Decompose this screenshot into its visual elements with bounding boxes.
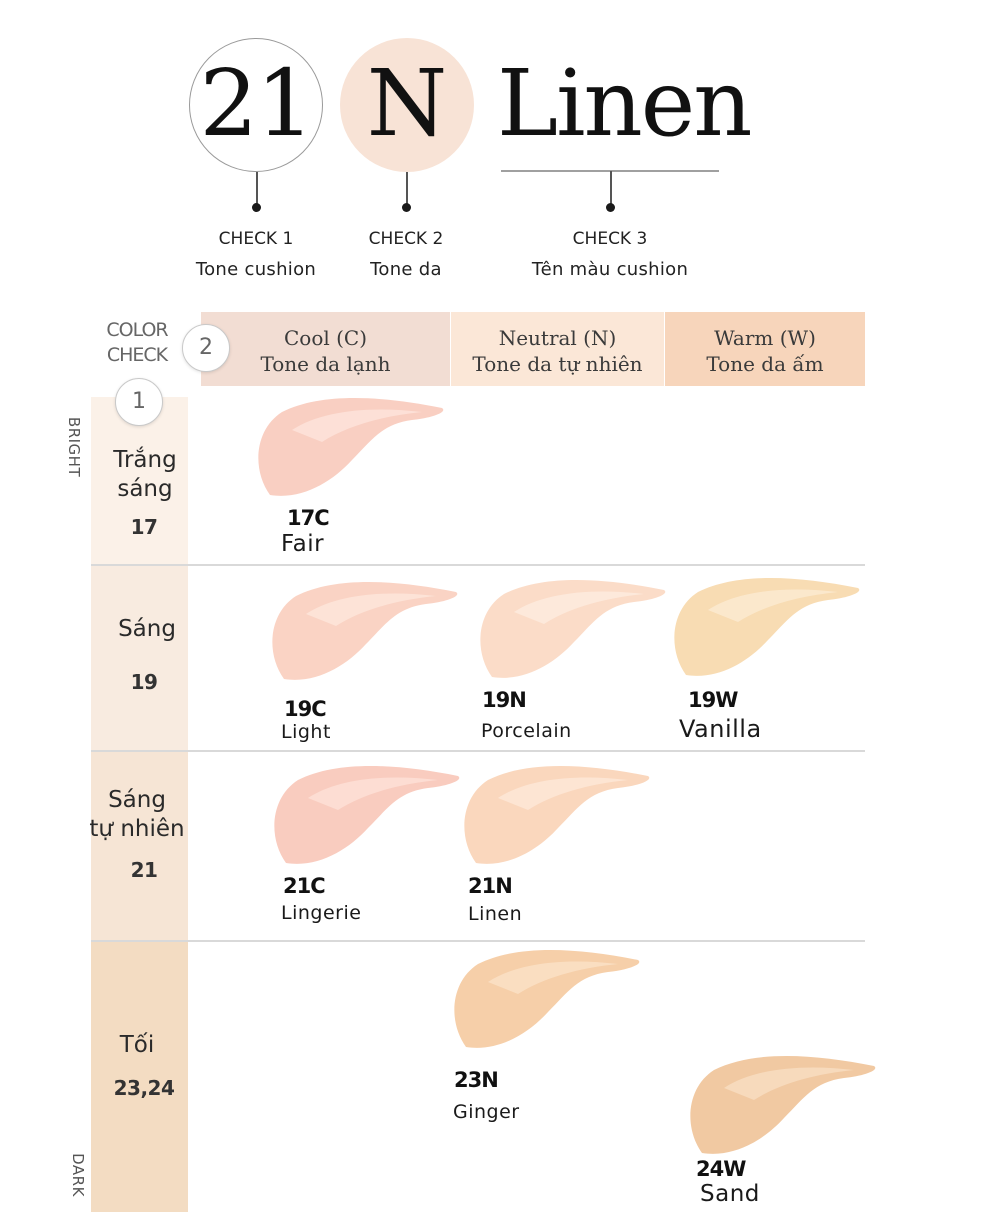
shade-code-23n: 23N [454,1068,499,1092]
swatch-17c [258,398,444,496]
connector-line-3 [610,171,612,206]
shade-code-17c: 17C [287,506,330,530]
check-3-desc: Tên màu cushion [531,259,689,280]
row-band-light [91,566,188,750]
skin-tone-circle [340,38,474,172]
shade-name-17c: Fair [281,531,325,557]
row-title-line: Sáng [108,787,166,813]
legend-code-letter: N [366,50,448,157]
row-title-natural: Sáng tự nhiên [82,786,192,844]
swatch-19c [272,582,458,680]
column-header-cool: Cool (C) Tone da lạnh [201,312,450,386]
column-header-neutral: Neutral (N) Tone da tự nhiên [451,312,664,386]
connector-dot-2 [402,203,411,212]
row-divider [91,750,865,752]
row-num-light: 19 [130,670,158,694]
color-check-line-1: COLOR [106,319,168,341]
cool-title: Cool (C) [283,326,368,350]
cool-subtitle: Tone da lạnh [260,352,391,376]
row-title-line: sáng [117,476,173,502]
row-band-dark [91,942,188,1212]
color-check-label: COLOR CHECK [92,318,182,368]
row-title-dark: Tối [119,1032,155,1058]
shade-code-21c: 21C [283,874,326,898]
shade-code-19w: 19W [688,688,738,712]
shade-code-21n: 21N [468,874,513,898]
warm-subtitle: Tone da ấm [706,352,824,376]
row-num-natural: 21 [130,858,158,882]
neutral-title: Neutral (N) [498,326,617,350]
row-divider [91,940,865,942]
check-2-desc: Tone da [370,259,442,280]
row-title-line: tự nhiên [89,816,185,842]
swatch-21c [274,766,460,864]
swatch-21n [464,766,650,864]
neutral-subtitle: Tone da tự nhiên [472,352,643,376]
row-title-light: Sáng [118,616,176,642]
shade-code-19c: 19C [284,697,327,721]
check-2-label: CHECK 2 [368,229,444,249]
connector-dot-3 [606,203,615,212]
swatch-19w [674,578,860,676]
swatch-19n [480,580,666,678]
swatch-24w [690,1056,876,1154]
legend-code-number: 21 [199,50,314,157]
row-band-natural [91,752,188,940]
connector-dot-1 [252,203,261,212]
shade-name-23n: Ginger [453,1101,520,1123]
row-title-line: Trắng [113,447,177,473]
row-divider [91,564,865,566]
check-1-label: CHECK 1 [218,229,294,249]
row-num-bright: 17 [130,515,158,539]
axis-dark-label: DARK [68,1153,87,1197]
connector-line-2 [406,172,408,206]
shade-code-19n: 19N [482,688,527,712]
shade-name-24w: Sand [700,1181,760,1207]
check-1-desc: Tone cushion [195,259,317,280]
legend-name-underline [501,170,719,172]
shade-name-19c: Light [281,721,331,743]
row-num-dark: 23,24 [113,1076,175,1100]
shade-name-21n: Linen [468,903,523,925]
color-check-line-2: CHECK [106,344,168,366]
shade-code-24w: 24W [696,1157,746,1181]
check-3-label: CHECK 3 [572,229,648,249]
column-header-warm: Warm (W) Tone da ấm [665,312,865,386]
swatch-23n [454,950,640,1048]
shade-name-19n: Porcelain [481,720,572,742]
legend-code-name: Linen [497,50,752,157]
step-2-badge: 2 [182,324,230,372]
tone-number-circle [189,38,323,172]
row-title-bright: Trắng sáng [91,446,199,504]
connector-line-1 [256,172,258,206]
warm-title: Warm (W) [714,326,816,350]
axis-bright-label: BRIGHT [65,416,84,478]
shade-name-21c: Lingerie [281,902,362,924]
shade-name-19w: Vanilla [679,715,762,743]
step-1-badge: 1 [115,378,163,426]
